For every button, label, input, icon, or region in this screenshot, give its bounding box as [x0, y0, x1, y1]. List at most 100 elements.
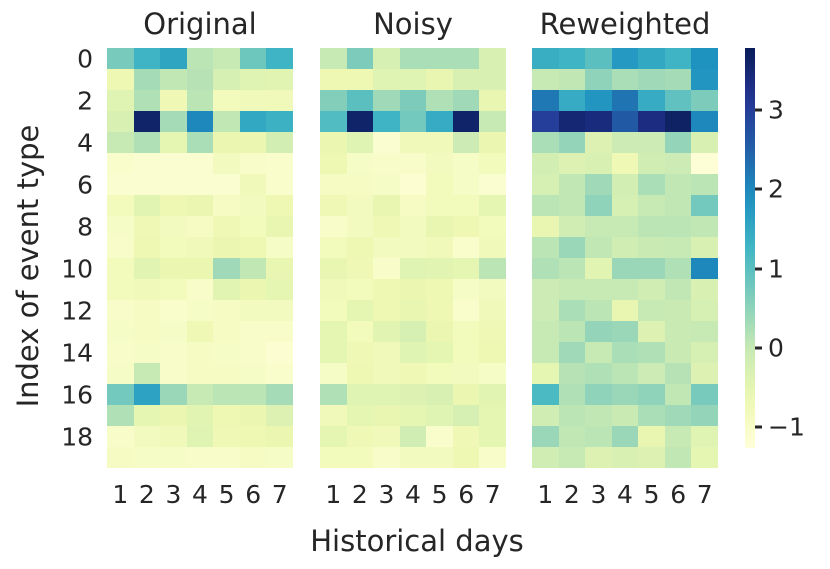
heatmap-cell: [585, 258, 612, 279]
heatmap-cell: [426, 405, 453, 426]
heatmap-cell: [160, 69, 187, 90]
heatmap-cell: [133, 300, 161, 321]
heatmap-cell: [664, 90, 692, 111]
heatmap-cell: [532, 279, 559, 300]
heatmap-cell: [320, 447, 347, 468]
heatmap-cell: [399, 153, 427, 174]
heatmap-cell: [426, 447, 453, 468]
heatmap-cell: [239, 342, 267, 363]
heatmap-cell: [373, 195, 400, 216]
y-tick-label: 6: [77, 170, 93, 199]
heatmap-cell: [585, 90, 612, 111]
heatmap-cell: [399, 426, 427, 447]
heatmap-cell: [558, 300, 586, 321]
heatmap-cell: [373, 48, 400, 69]
heatmap-cell: [479, 363, 506, 384]
heatmap-cell: [691, 384, 718, 405]
heatmap-cell: [479, 237, 506, 258]
heatmap-cell: [638, 153, 665, 174]
heatmap-cell: [399, 279, 427, 300]
heatmap-cell: [585, 174, 612, 195]
y-tick-label: 18: [61, 422, 93, 451]
heatmap-cell: [107, 90, 134, 111]
heatmap-cell: [479, 90, 506, 111]
heatmap-cell: [558, 153, 586, 174]
heatmap-cell: [239, 258, 267, 279]
heatmap-cell: [399, 405, 427, 426]
heatmap-cell: [426, 237, 453, 258]
heatmap-cell: [133, 153, 161, 174]
heatmap-cell: [664, 279, 692, 300]
heatmap-cell: [107, 384, 134, 405]
x-tick-label: 5: [218, 480, 235, 509]
heatmap-cell: [213, 111, 240, 132]
heatmap-cell: [133, 237, 161, 258]
heatmap-cell: [664, 384, 692, 405]
heatmap-cell: [691, 342, 718, 363]
heatmap-cell: [266, 258, 293, 279]
heatmap-cell: [186, 153, 214, 174]
heatmap-cell: [585, 447, 612, 468]
heatmap-cell: [373, 111, 400, 132]
heatmap-cell: [213, 153, 240, 174]
heatmap-cell: [160, 132, 187, 153]
heatmap-cell: [585, 216, 612, 237]
heatmap-cell: [320, 174, 347, 195]
panel-title-reweighted: Reweighted: [539, 7, 711, 41]
heatmap-cell: [399, 111, 427, 132]
heatmap-cell: [160, 384, 187, 405]
heatmap-cell: [346, 447, 374, 468]
heatmap-cell: [320, 342, 347, 363]
heatmap-cell: [186, 447, 214, 468]
x-tick-label: 5: [643, 480, 660, 509]
heatmap-cell: [107, 258, 134, 279]
heatmap-cell: [373, 300, 400, 321]
heatmap-cell: [239, 426, 267, 447]
heatmap-cell: [373, 279, 400, 300]
heatmap-cell: [558, 321, 586, 342]
heatmap-cell: [373, 132, 400, 153]
heatmap-cell: [611, 447, 639, 468]
heatmap-cell: [213, 216, 240, 237]
heatmap-cell: [399, 48, 427, 69]
heatmap-cell: [133, 216, 161, 237]
heatmap-cell: [691, 111, 718, 132]
heatmap-cell: [133, 90, 161, 111]
heatmap-cell: [611, 321, 639, 342]
heatmap-cell: [133, 447, 161, 468]
heatmap-cell: [107, 48, 134, 69]
heatmap-cell: [133, 363, 161, 384]
x-tick-label: 6: [245, 480, 262, 509]
heatmap-cell: [346, 405, 374, 426]
heatmap-cell: [373, 342, 400, 363]
heatmap-cell: [373, 216, 400, 237]
heatmap-cell: [611, 48, 639, 69]
panel-title-noisy: Noisy: [373, 7, 453, 41]
heatmap-cell: [107, 405, 134, 426]
heatmap-cell: [320, 153, 347, 174]
heatmap-cell: [426, 153, 453, 174]
panel-title-original: Original: [143, 7, 257, 41]
heatmap-cell: [558, 195, 586, 216]
heatmap-cell: [691, 279, 718, 300]
heatmap-cell: [266, 69, 293, 90]
heatmap-cell: [532, 216, 559, 237]
heatmap-cell: [638, 384, 665, 405]
heatmap-cell: [186, 426, 214, 447]
heatmap-cell: [239, 279, 267, 300]
colorbar-tick-mark: [755, 267, 762, 271]
heatmap-cell: [585, 195, 612, 216]
heatmap-cell: [266, 426, 293, 447]
heatmap-cell: [160, 426, 187, 447]
heatmap-cell: [399, 216, 427, 237]
heatmap-cell: [426, 384, 453, 405]
heatmap-cell: [160, 216, 187, 237]
heatmap-cell: [346, 111, 374, 132]
heatmap-cell: [585, 153, 612, 174]
heatmap-cell: [691, 405, 718, 426]
y-tick-label: 2: [77, 86, 93, 115]
heatmap-cell: [186, 69, 214, 90]
heatmap-cell: [532, 90, 559, 111]
heatmap-cell: [107, 300, 134, 321]
heatmap-cell: [611, 174, 639, 195]
